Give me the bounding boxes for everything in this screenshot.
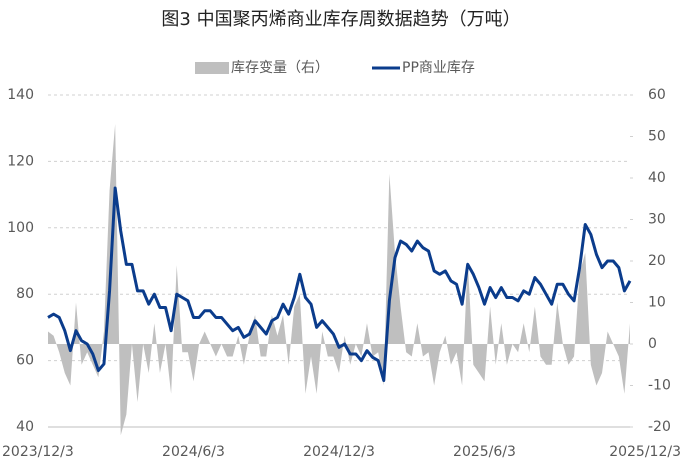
line [47, 186, 632, 383]
y2-tick-label: 20 [648, 253, 666, 269]
y2-tick-label: 30 [648, 212, 666, 228]
y2-tick-label: -10 [648, 378, 671, 394]
x-tick-label: 2023/12/3 [2, 444, 74, 460]
y2-tick-label: 60 [648, 87, 666, 103]
y-tick-label: 40 [16, 419, 34, 435]
y2-tick-label: 50 [648, 129, 666, 145]
legend-label: PP商业库存 [402, 60, 475, 76]
x-tick-label: 2024/12/3 [303, 444, 375, 460]
legend-swatch [195, 62, 229, 74]
y-tick-label: 100 [7, 220, 34, 236]
x-tick-label: 2025/12/3 [609, 444, 681, 460]
x-tick-label: 2024/6/3 [162, 444, 225, 460]
legend-label: 库存变量（右） [231, 60, 329, 76]
area [48, 124, 630, 436]
y-tick-label: 140 [7, 87, 34, 103]
y-tick-label: 120 [7, 153, 34, 169]
y-tick-label: 60 [16, 353, 34, 369]
y2-tick-label: 0 [648, 336, 657, 352]
y2-tick-label: 40 [648, 170, 666, 186]
y2-tick-label: -20 [648, 419, 671, 435]
y2-tick-label: 10 [648, 295, 666, 311]
x-tick-label: 2025/6/3 [453, 444, 516, 460]
chart-title: 图3 中国聚丙烯商业库存周数据趋势（万吨） [161, 9, 520, 30]
y-tick-label: 80 [16, 286, 34, 302]
